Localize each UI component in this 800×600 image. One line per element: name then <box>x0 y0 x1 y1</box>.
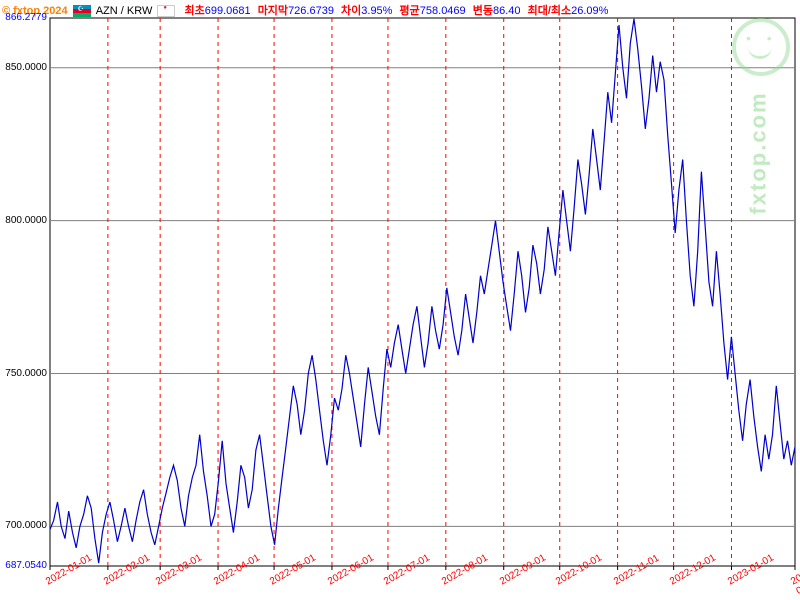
stat-var-value: 86.40 <box>493 5 521 17</box>
y-tick-label: 687.0540 <box>2 560 47 571</box>
y-tick-label: 700.0000 <box>2 520 47 531</box>
stat-diff-value: 3.95% <box>361 5 392 17</box>
y-tick-label: 850.0000 <box>2 62 47 73</box>
watermark-logo-icon <box>732 18 790 76</box>
stat-last-value: 726.6739 <box>288 5 334 17</box>
y-tick-label: 866.2779 <box>2 12 47 23</box>
stat-avg-value: 758.0469 <box>420 5 466 17</box>
pair-from: AZN <box>96 5 118 17</box>
flag-krw-icon <box>157 5 175 17</box>
stat-range-label: 최대/최소 <box>528 2 572 18</box>
pair-sep: / <box>121 5 124 17</box>
flag-azn-icon <box>73 5 91 17</box>
stat-avg-label: 평균 <box>400 2 420 18</box>
stat-first-value: 699.0681 <box>205 5 251 17</box>
pair-to: KRW <box>127 5 152 17</box>
chart-plot <box>0 0 800 600</box>
chart-container: © fxtop 2024 AZN / KRW 최초699.0681 마지막726… <box>0 0 800 600</box>
y-tick-label: 800.0000 <box>2 215 47 226</box>
stat-range-value: 26.09% <box>571 5 608 17</box>
stat-last-label: 마지막 <box>258 2 288 18</box>
watermark-text: fxtop.com <box>745 91 771 214</box>
stat-first-label: 최초 <box>184 2 204 18</box>
chart-header: © fxtop 2024 AZN / KRW 최초699.0681 마지막726… <box>0 2 800 18</box>
stat-var-label: 변동 <box>473 2 493 18</box>
y-tick-label: 750.0000 <box>2 368 47 379</box>
stat-diff-label: 차이 <box>341 2 361 18</box>
